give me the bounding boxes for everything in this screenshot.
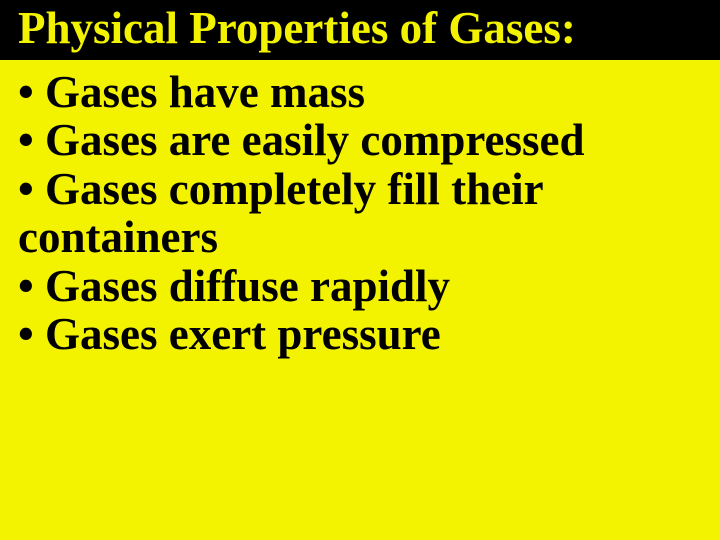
bullet-item: • Gases diffuse rapidly [18, 262, 702, 311]
title-bar: Physical Properties of Gases: [0, 0, 720, 60]
bullet-item: • Gases have mass [18, 68, 702, 117]
bullet-item: • Gases exert pressure [18, 310, 702, 359]
slide-content: • Gases have mass • Gases are easily com… [0, 60, 720, 540]
bullet-item: • Gases are easily compressed [18, 116, 702, 165]
slide-title: Physical Properties of Gases: [18, 4, 702, 54]
slide-container: Physical Properties of Gases: • Gases ha… [0, 0, 720, 540]
bullet-item: • Gases completely fill their containers [18, 165, 702, 262]
